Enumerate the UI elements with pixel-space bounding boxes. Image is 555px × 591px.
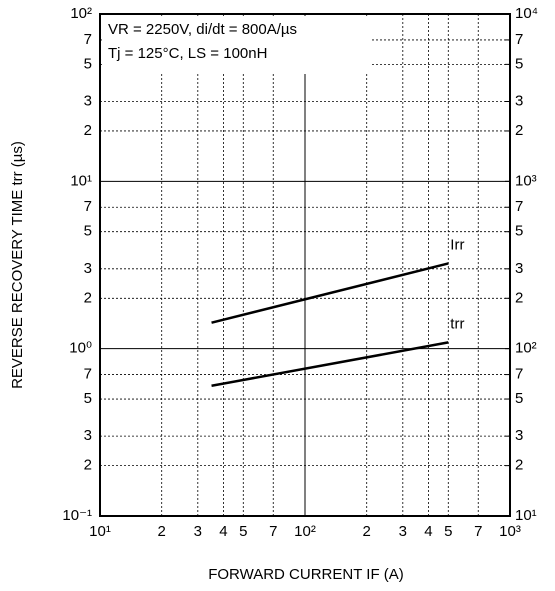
y-tick-label: 5 (84, 390, 92, 407)
x-tick-label: 3 (194, 523, 202, 540)
annotation: Tj = 125°C, LS = 100nH (108, 45, 267, 62)
y2-tick-label: 7 (515, 31, 523, 48)
y2-tick-label: 7 (515, 198, 523, 215)
y-tick-label: 10¹ (70, 172, 92, 189)
annotation-box (102, 16, 370, 74)
y2-tick-label: 10³ (515, 172, 537, 189)
series-line (211, 341, 449, 388)
y2-tick-label: 3 (515, 92, 523, 109)
x-tick-label: 2 (158, 523, 166, 540)
series-label: Irr (450, 236, 464, 253)
x-tick-label: 10³ (499, 523, 521, 540)
y-tick-label: 5 (84, 55, 92, 72)
x-tick-label: 4 (219, 523, 227, 540)
series-line (211, 262, 449, 324)
y2-tick-label: 3 (515, 427, 523, 444)
x-tick-label: 10² (294, 523, 316, 540)
y2-tick-label: 10¹ (515, 507, 537, 524)
y-tick-label: 7 (84, 198, 92, 215)
y-tick-label: 3 (84, 260, 92, 277)
y-tick-label: 2 (84, 122, 92, 139)
y-tick-label: 7 (84, 31, 92, 48)
y-axis-title: REVERSE RECOVERY TIME trr (µs) (9, 141, 26, 389)
x-tick-label: 4 (424, 523, 432, 540)
y2-tick-label: 7 (515, 366, 523, 383)
y2-tick-label: 3 (515, 260, 523, 277)
y2-tick-label: 2 (515, 289, 523, 306)
y2-tick-label: 5 (515, 55, 523, 72)
x-tick-label: 5 (444, 523, 452, 540)
y-tick-label: 5 (84, 223, 92, 240)
y2-tick-label: 2 (515, 457, 523, 474)
x-tick-label: 5 (239, 523, 247, 540)
y-tick-label: 3 (84, 427, 92, 444)
y-tick-label: 7 (84, 366, 92, 383)
y-tick-label: 10⁰ (69, 340, 92, 357)
y-tick-label: 10² (70, 5, 92, 22)
annotation: VR = 2250V, di/dt = 800A/µs (108, 21, 297, 38)
x-axis-title: FORWARD CURRENT IF (A) (208, 566, 404, 583)
y2-tick-label: 2 (515, 122, 523, 139)
y-tick-label: 3 (84, 92, 92, 109)
y-tick-label: 2 (84, 289, 92, 306)
y2-tick-label: 10⁴ (515, 5, 538, 22)
x-tick-label: 3 (399, 523, 407, 540)
y2-tick-label: 5 (515, 390, 523, 407)
x-tick-label: 10¹ (89, 523, 111, 540)
y-tick-label: 10⁻¹ (62, 507, 92, 524)
x-tick-label: 7 (474, 523, 482, 540)
x-tick-label: 7 (269, 523, 277, 540)
x-tick-label: 2 (363, 523, 371, 540)
plot-frame (99, 13, 511, 517)
y2-tick-label: 5 (515, 223, 523, 240)
y-tick-label: 2 (84, 457, 92, 474)
series-label: trr (450, 315, 464, 332)
y2-tick-label: 10² (515, 340, 537, 357)
